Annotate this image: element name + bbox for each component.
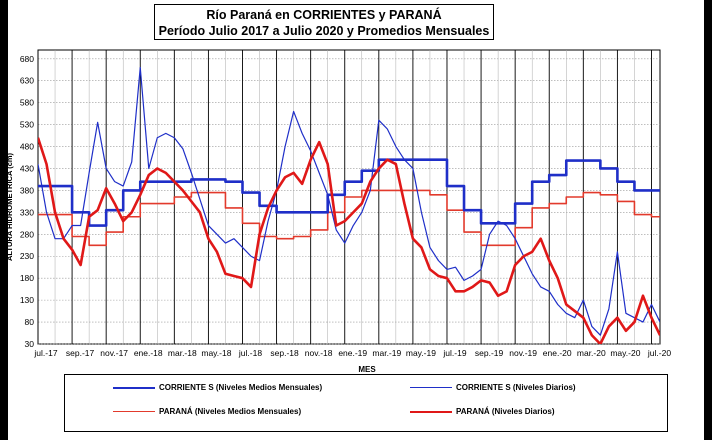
- legend-label: CORRIENTE S (Niveles Medios Mensuales): [159, 383, 323, 392]
- x-tick-label: mar.-19: [372, 348, 401, 358]
- legend-swatch: [410, 410, 452, 413]
- y-tick-label: 330: [20, 207, 34, 217]
- legend-item-parana-diario: PARANÁ (Niveles Diarios): [410, 407, 555, 416]
- chart-subtitle: Período Julio 2017 a Julio 2020 y Promed…: [158, 24, 490, 38]
- y-tick-label: 180: [20, 273, 34, 283]
- y-tick-label: 680: [20, 54, 34, 64]
- legend-item-corrientes-diario: CORRIENTE S (Niveles Diarios): [410, 383, 576, 392]
- legend-label: CORRIENTE S (Niveles Diarios): [456, 383, 576, 392]
- x-tick-label: jul.-20: [647, 348, 671, 358]
- y-tick-label: 130: [20, 295, 34, 305]
- x-tick-label: sep.-19: [475, 348, 504, 358]
- x-tick-label: sep.-18: [270, 348, 299, 358]
- x-tick-label: ene.-18: [134, 348, 163, 358]
- y-tick-label: 580: [20, 98, 34, 108]
- series-line-1: [38, 66, 660, 336]
- x-tick-label: nov.-18: [305, 348, 333, 358]
- x-tick-label: jul.-19: [442, 348, 466, 358]
- x-tick-label: may.-19: [406, 348, 436, 358]
- x-tick-label: ene.-19: [338, 348, 367, 358]
- legend-item-parana-mensual: PARANÁ (Niveles Medios Mensuales): [113, 407, 301, 416]
- y-tick-label: 230: [20, 251, 34, 261]
- y-tick-label: 480: [20, 142, 34, 152]
- legend-label: PARANÁ (Niveles Medios Mensuales): [159, 407, 302, 416]
- x-tick-label: jul.-17: [33, 348, 57, 358]
- x-tick-label: nov.-19: [509, 348, 537, 358]
- x-tick-label: mar.-20: [577, 348, 606, 358]
- x-tick-label: nov.-17: [100, 348, 128, 358]
- series-line-0: [38, 158, 660, 227]
- series-line-2: [38, 189, 660, 247]
- x-axis-label: MES: [358, 365, 376, 374]
- y-tick-label: 80: [25, 317, 35, 327]
- x-tick-label: ene.-20: [543, 348, 572, 358]
- legend-swatch: [113, 411, 155, 412]
- legend-item-corrientes-mensual: CORRIENTE S (Niveles Medios Mensuales): [113, 383, 322, 392]
- y-tick-label: 430: [20, 163, 34, 173]
- x-tick-label: mar.-18: [168, 348, 197, 358]
- series-line-3: [38, 137, 660, 344]
- chart-title-box: Río Paraná en CORRIENTES y PARANÁ Períod…: [154, 4, 494, 40]
- legend-swatch: [410, 387, 452, 388]
- y-tick-label: 630: [20, 76, 34, 86]
- legend-label: PARANÁ (Niveles Diarios): [456, 407, 555, 416]
- x-tick-label: jul.-18: [238, 348, 262, 358]
- legend: CORRIENTE S (Niveles Medios Mensuales) C…: [64, 374, 668, 432]
- y-tick-label: 30: [25, 339, 35, 349]
- x-tick-label: sep.-17: [66, 348, 95, 358]
- legend-swatch: [113, 386, 155, 389]
- y-tick-label: 280: [20, 229, 34, 239]
- y-tick-label: 380: [20, 185, 34, 195]
- y-axis-label: ALTURA HIDROMÉTRICA (cm): [5, 152, 14, 261]
- chart-title: Río Paraná en CORRIENTES y PARANÁ: [206, 8, 442, 22]
- x-tick-label: may.-20: [610, 348, 640, 358]
- x-tick-label: may.-18: [201, 348, 231, 358]
- y-tick-label: 530: [20, 120, 34, 130]
